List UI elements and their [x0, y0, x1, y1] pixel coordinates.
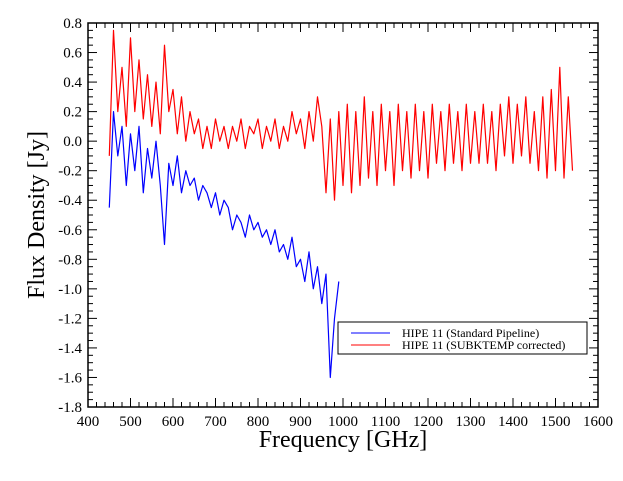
legend-label-standard: HIPE 11 (Standard Pipeline)	[402, 326, 539, 340]
x-tick-label: 400	[77, 414, 100, 430]
legend-label-subktemp: HIPE 11 (SUBKTEMP corrected)	[402, 338, 565, 352]
y-tick-label: -0.4	[58, 193, 82, 209]
tick-layer: 400 500 600 700 800 900 1000 1100 1200 1300 1400 15…	[58, 16, 613, 430]
y-tick-label: 0.8	[63, 16, 82, 32]
series-layer	[108, 29, 574, 379]
y-tick-label: 0.0	[63, 134, 82, 150]
y-tick-label: -0.8	[58, 252, 82, 268]
series-line-0	[108, 110, 340, 379]
y-tick-label: -1.8	[58, 400, 82, 416]
y-tick-label: 0.2	[63, 105, 82, 121]
x-tick-label: 1100	[371, 414, 400, 430]
series-line-1	[108, 29, 574, 201]
x-tick-label: 600	[162, 414, 185, 430]
x-tick-label: 1600	[583, 414, 613, 430]
y-tick-label: -0.2	[58, 164, 82, 180]
x-tick-label: 700	[204, 414, 227, 430]
x-tick-label: 1000	[328, 414, 358, 430]
x-tick-label: 1500	[541, 414, 571, 430]
y-tick-label: 0.4	[63, 75, 82, 91]
y-tick-label: 0.6	[63, 46, 82, 62]
y-axis-title: Flux Density [Jy]	[24, 131, 50, 299]
x-axis-title: Frequency [GHz]	[259, 427, 428, 453]
y-tick-label: -1.2	[58, 311, 82, 327]
x-tick-label: 900	[289, 414, 312, 430]
y-tick-label: -0.6	[58, 223, 82, 239]
y-tick-label: -1.4	[58, 341, 82, 357]
x-tick-label: 1400	[498, 414, 528, 430]
x-tick-label: 1300	[456, 414, 486, 430]
x-tick-label: 800	[247, 414, 270, 430]
legend-box	[337, 321, 588, 355]
x-tick-label: 1200	[413, 414, 443, 430]
y-tick-label: -1.0	[58, 282, 82, 298]
legend: HIPE 11 (Standard Pipeline) HIPE 11 (SUB…	[337, 321, 588, 355]
y-tick-label: -1.6	[58, 370, 82, 386]
x-tick-label: 500	[119, 414, 142, 430]
